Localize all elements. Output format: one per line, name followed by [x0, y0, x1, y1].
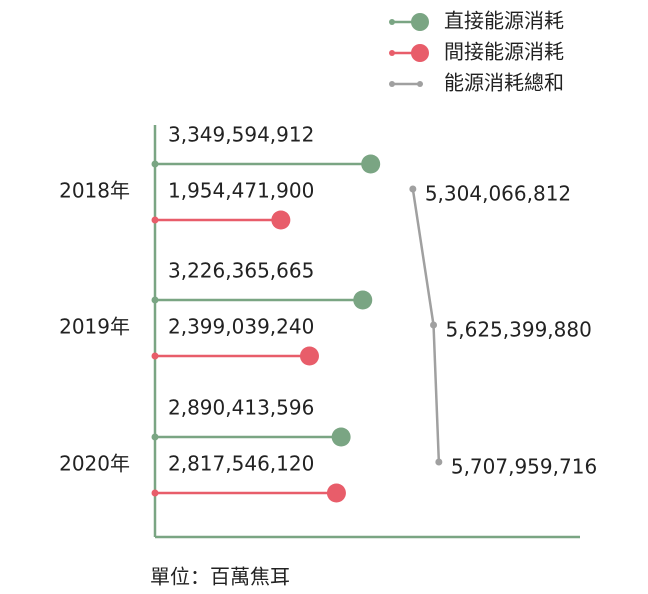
lollipop-dot	[326, 483, 346, 503]
unit-note: 單位：百萬焦耳	[150, 565, 290, 589]
lollipop-dot	[331, 427, 351, 447]
stem-base	[151, 352, 159, 360]
stem-base	[151, 160, 159, 168]
value-label: 2,399,039,240	[168, 315, 314, 339]
stem-base	[151, 433, 159, 441]
value-label: 2,817,546,120	[168, 452, 314, 476]
lollipop-dot	[353, 290, 373, 310]
legend-label: 直接能源消耗	[444, 9, 564, 33]
total-point	[430, 321, 438, 329]
value-label: 1,954,471,900	[168, 179, 314, 203]
value-label: 3,226,365,665	[168, 259, 314, 283]
stem-base	[151, 489, 159, 497]
total-label: 5,707,959,716	[451, 455, 597, 479]
stem-base	[151, 296, 159, 304]
total-point	[435, 458, 443, 466]
legend-dot	[389, 81, 395, 87]
category-label: 2019年	[59, 315, 130, 339]
legend-dot	[389, 50, 395, 56]
value-label: 2,890,413,596	[168, 396, 314, 420]
lollipop-dot	[361, 154, 381, 174]
value-label: 3,349,594,912	[168, 123, 314, 147]
lollipop-dot	[271, 210, 291, 230]
legend-dot	[417, 81, 423, 87]
total-label: 5,625,399,880	[446, 318, 592, 342]
lollipop-dot	[299, 346, 319, 366]
legend-label: 能源消耗總和	[444, 71, 564, 95]
total-point	[409, 185, 417, 193]
legend-dot	[411, 13, 429, 31]
legend-label: 間接能源消耗	[444, 40, 564, 64]
category-label: 2018年	[59, 179, 130, 203]
legend-dot	[411, 44, 429, 62]
total-label: 5,304,066,812	[425, 182, 571, 206]
legend-dot	[389, 19, 395, 25]
stem-base	[151, 216, 159, 224]
category-label: 2020年	[59, 452, 130, 476]
